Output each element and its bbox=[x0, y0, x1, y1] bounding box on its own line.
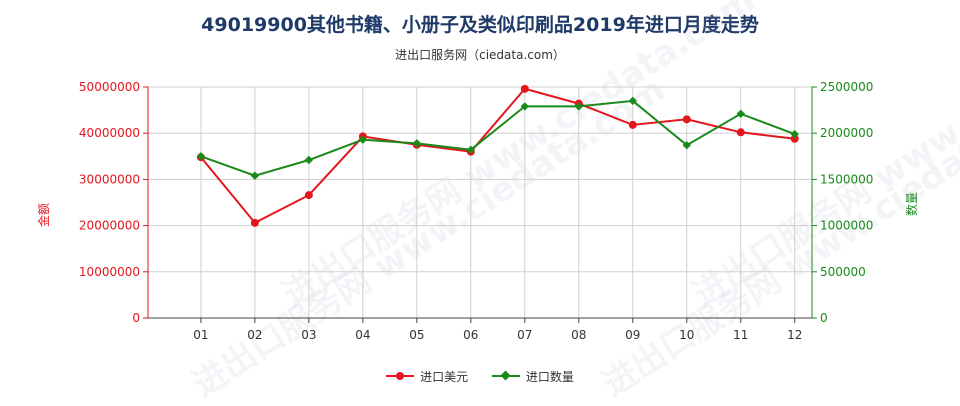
legend-label-0: 进口美元 bbox=[420, 369, 469, 384]
data-point-series-1 bbox=[358, 135, 368, 144]
x-tick-label: 02 bbox=[247, 328, 262, 342]
series-line-0 bbox=[200, 87, 795, 225]
data-point-series-0 bbox=[628, 120, 637, 129]
data-point-series-1 bbox=[412, 139, 422, 148]
data-point-series-0 bbox=[304, 191, 313, 200]
x-tick-label: 01 bbox=[193, 328, 208, 342]
y-left-tick-label: 30000000 bbox=[79, 172, 140, 186]
x-tick-label: 09 bbox=[625, 328, 640, 342]
x-tick-label: 08 bbox=[571, 328, 586, 342]
y-left-tick-label: 50000000 bbox=[79, 80, 140, 94]
data-point-series-1 bbox=[736, 109, 745, 118]
series-line-1 bbox=[200, 99, 796, 177]
data-point-series-1 bbox=[304, 155, 314, 165]
data-point-series-1 bbox=[466, 145, 476, 155]
x-tick-label: 10 bbox=[679, 328, 694, 342]
y-left-tick-label: 0 bbox=[132, 311, 140, 325]
data-point-series-0 bbox=[682, 115, 691, 124]
y-right-tick-label: 2000000 bbox=[820, 126, 873, 140]
data-point-series-0 bbox=[520, 84, 529, 93]
data-point-series-1 bbox=[790, 129, 799, 139]
x-tick-label: 12 bbox=[787, 328, 802, 342]
y-right-tick-label: 1000000 bbox=[820, 219, 873, 233]
data-point-series-1 bbox=[520, 102, 530, 111]
y-left-tick-label: 40000000 bbox=[79, 126, 140, 140]
x-tick-label: 07 bbox=[517, 328, 532, 342]
legend-swatch-1 bbox=[491, 370, 520, 381]
legend-item-series-1[interactable]: 进口数量 bbox=[491, 368, 574, 385]
data-point-series-0 bbox=[736, 128, 745, 137]
y-left-tick-label: 10000000 bbox=[79, 265, 140, 279]
chart-title: 49019900其他书籍、小册子及类似印刷品2019年进口月度走势 bbox=[201, 14, 759, 36]
y-right-tick-label: 1500000 bbox=[820, 172, 873, 186]
data-point-series-0 bbox=[790, 134, 799, 143]
x-tick-label: 04 bbox=[355, 328, 370, 342]
data-point-series-0 bbox=[250, 218, 259, 227]
data-point-series-1 bbox=[628, 96, 637, 106]
y-left-tick-label: 20000000 bbox=[79, 219, 140, 233]
legend-item-series-0[interactable]: 进口美元 bbox=[386, 368, 468, 385]
x-tick-label: 05 bbox=[409, 328, 424, 342]
y-right-tick-label: 500000 bbox=[820, 265, 866, 279]
x-tick-label: 11 bbox=[733, 328, 748, 342]
x-tick-label: 03 bbox=[301, 328, 316, 342]
y-right-tick-label: 0 bbox=[820, 311, 828, 325]
legend: 进口美元 进口数量 bbox=[0, 366, 960, 385]
data-point-series-1 bbox=[682, 141, 691, 150]
data-point-series-1 bbox=[574, 102, 583, 111]
chart-subtitle: 进出口服务网（ciedata.com） bbox=[395, 48, 565, 62]
x-tick-label: 06 bbox=[463, 328, 478, 342]
y-right-tick-label: 2500000 bbox=[820, 80, 873, 94]
data-point-series-1 bbox=[196, 152, 206, 161]
data-point-series-1 bbox=[250, 171, 260, 180]
legend-label-1: 进口数量 bbox=[525, 369, 574, 384]
legend-swatch-0 bbox=[386, 372, 415, 380]
